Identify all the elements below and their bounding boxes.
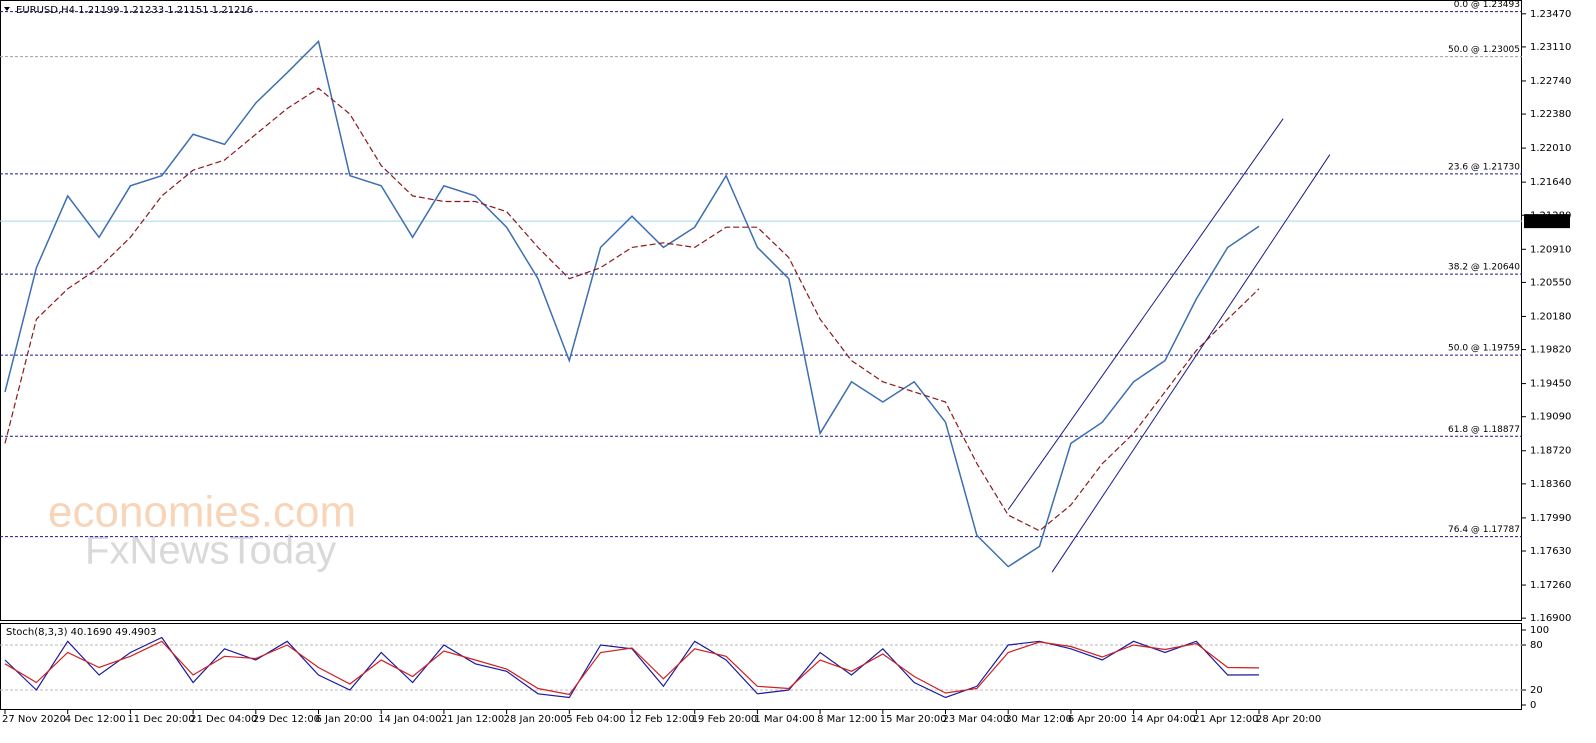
price-label: 1.21216 <box>1527 216 1568 227</box>
series-line <box>4 87 1260 532</box>
stoch-panel <box>0 623 1522 710</box>
channel-line <box>1007 118 1284 510</box>
x-tick-label: 14 Apr 04:00 <box>1131 714 1196 725</box>
fib-label: 76.4 @ 1.17787 <box>1448 525 1520 535</box>
main-panel <box>0 0 1522 621</box>
x-tick-label: 29 Dec 12:00 <box>253 714 320 725</box>
y-tick-label: 1.22010 <box>1530 143 1571 154</box>
fib-label: 23.6 @ 1.21730 <box>1448 162 1520 172</box>
fib-label: 50.0 @ 1.19759 <box>1448 344 1520 354</box>
y-tick-label: 1.19450 <box>1530 379 1571 390</box>
y-tick-label: 1.23110 <box>1530 42 1571 53</box>
y-tick-label: 20 <box>1530 685 1543 696</box>
stoch-header: Stoch(8,3,3) 40.1690 49.4903 <box>6 627 157 638</box>
y-tick-label: 1.16900 <box>1530 613 1571 624</box>
x-tick-label: 6 Apr 20:00 <box>1068 714 1127 725</box>
x-tick-label: 1 Mar 04:00 <box>754 714 814 725</box>
x-tick-label: 27 Nov 2020 <box>2 714 66 725</box>
y-tick-label: 1.18360 <box>1530 479 1571 490</box>
x-tick-label: 15 Mar 20:00 <box>880 714 947 725</box>
x-tick-label: 30 Mar 12:00 <box>1005 714 1072 725</box>
x-tick-label: 5 Feb 04:00 <box>566 714 625 725</box>
x-tick-label: 19 Feb 20:00 <box>692 714 758 725</box>
x-tick-label: 8 Mar 12:00 <box>817 714 877 725</box>
y-tick-label: 1.18720 <box>1530 446 1571 457</box>
x-tick-label: 21 Dec 04:00 <box>190 714 257 725</box>
series-line <box>4 640 1260 696</box>
price-box <box>1524 214 1570 229</box>
fib-label: 0.0 @ 1.23493 <box>1454 0 1520 10</box>
x-tick-label: 6 Jan 20:00 <box>316 714 373 725</box>
y-tick-label: 1.19090 <box>1530 412 1571 423</box>
watermark: economies.com <box>48 488 356 537</box>
y-tick-label: 100 <box>1530 625 1549 636</box>
x-tick-label: 23 Mar 04:00 <box>943 714 1010 725</box>
fib-label: 61.8 @ 1.18877 <box>1448 425 1520 435</box>
x-tick-label: 21 Apr 12:00 <box>1193 714 1258 725</box>
x-tick-label: 28 Jan 20:00 <box>504 714 567 725</box>
y-tick-label: 80 <box>1530 640 1543 651</box>
fib-label: 50.0 @ 1.23005 <box>1448 45 1520 55</box>
y-tick-label: 1.17990 <box>1530 513 1571 524</box>
symbol-header: EURUSD,H4 1.21199 1.21233 1.21151 1.2121… <box>16 5 253 16</box>
y-tick-label: 1.23470 <box>1530 9 1571 20</box>
watermark: FxNewsToday <box>85 529 336 573</box>
y-tick-label: 1.22740 <box>1530 76 1571 87</box>
y-tick-label: 1.20550 <box>1530 277 1571 288</box>
y-tick-label: 1.20180 <box>1530 311 1571 322</box>
x-tick-label: 12 Feb 12:00 <box>629 714 695 725</box>
channel-line <box>1051 154 1331 573</box>
x-tick-label: 21 Jan 12:00 <box>441 714 504 725</box>
menu-arrow <box>4 7 10 11</box>
x-tick-label: 14 Jan 04:00 <box>378 714 441 725</box>
y-tick-label: 1.19820 <box>1530 345 1571 356</box>
x-tick-label: 28 Apr 20:00 <box>1256 714 1321 725</box>
y-tick-label: 1.21640 <box>1530 177 1571 188</box>
series-line <box>4 39 1260 568</box>
y-tick-label: 1.22380 <box>1530 109 1571 120</box>
fib-label: 38.2 @ 1.20640 <box>1448 263 1520 273</box>
y-tick-label: 1.17630 <box>1530 546 1571 557</box>
y-tick-label: 1.20910 <box>1530 244 1571 255</box>
y-tick-label: 0 <box>1530 700 1536 711</box>
x-tick-label: 11 Dec 20:00 <box>127 714 194 725</box>
y-tick-label: 1.17260 <box>1530 580 1571 591</box>
x-tick-label: 4 Dec 12:00 <box>65 714 126 725</box>
